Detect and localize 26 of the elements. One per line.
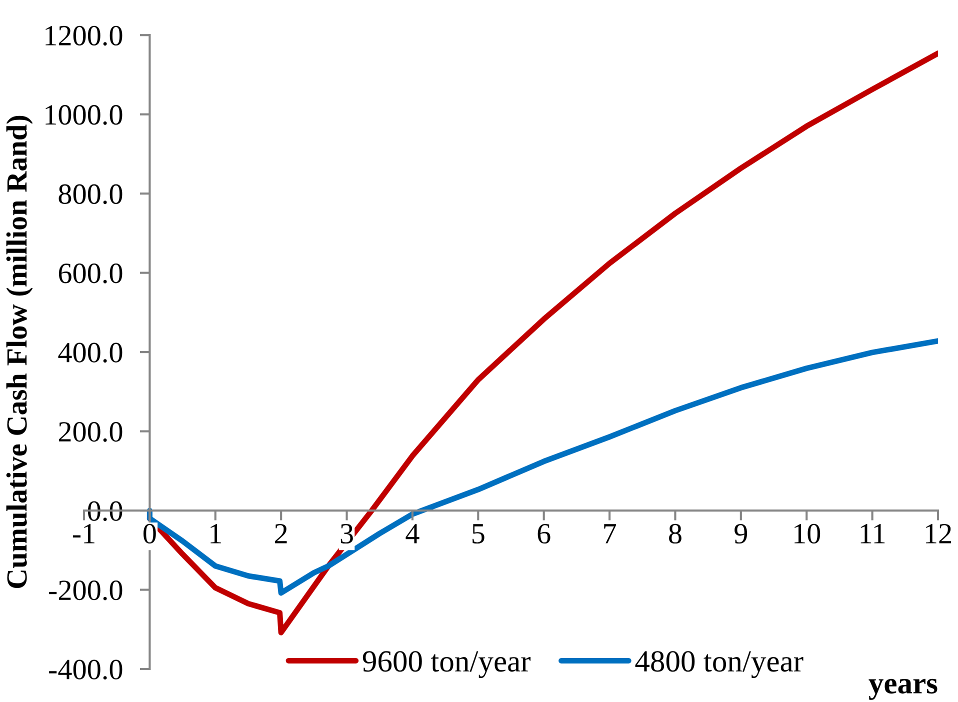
y-tick-label: 800.0 xyxy=(58,184,122,204)
x-tick-label: 9 xyxy=(734,524,748,544)
legend-label: 9600 ton/year xyxy=(362,651,531,678)
x-tick-label: 8 xyxy=(669,524,682,544)
x-tick-label: 11 xyxy=(860,524,885,544)
y-tick-label: 200.0 xyxy=(58,422,122,442)
x-axis-title: years xyxy=(868,678,938,700)
x-tick-label: 2 xyxy=(275,524,287,544)
y-axis-title: Cumulative Cash Flow (million Rand) xyxy=(6,116,33,588)
x-tick-label: 12 xyxy=(926,524,951,544)
x-tick-label: 6 xyxy=(538,524,550,544)
x-tick-label: 3 xyxy=(340,524,353,544)
x-tick-label: 5 xyxy=(472,524,484,544)
legend-label: 4800 ton/year xyxy=(635,651,804,678)
x-tick-label: 7 xyxy=(604,524,616,544)
x-tick-label: 10 xyxy=(794,524,820,544)
x-tick-label: -1 xyxy=(72,524,94,544)
y-tick-label: -200.0 xyxy=(49,580,122,600)
y-tick-label: 1200.0 xyxy=(46,26,122,46)
y-tick-label: 400.0 xyxy=(58,342,122,363)
x-tick-label: 0 xyxy=(144,524,156,544)
x-tick-label: 4 xyxy=(406,524,420,544)
y-tick-label: 1000.0 xyxy=(46,105,122,125)
x-tick-label: 1 xyxy=(210,524,221,544)
y-tick-label: -400.0 xyxy=(49,660,122,680)
y-tick-label: 600.0 xyxy=(58,264,122,284)
